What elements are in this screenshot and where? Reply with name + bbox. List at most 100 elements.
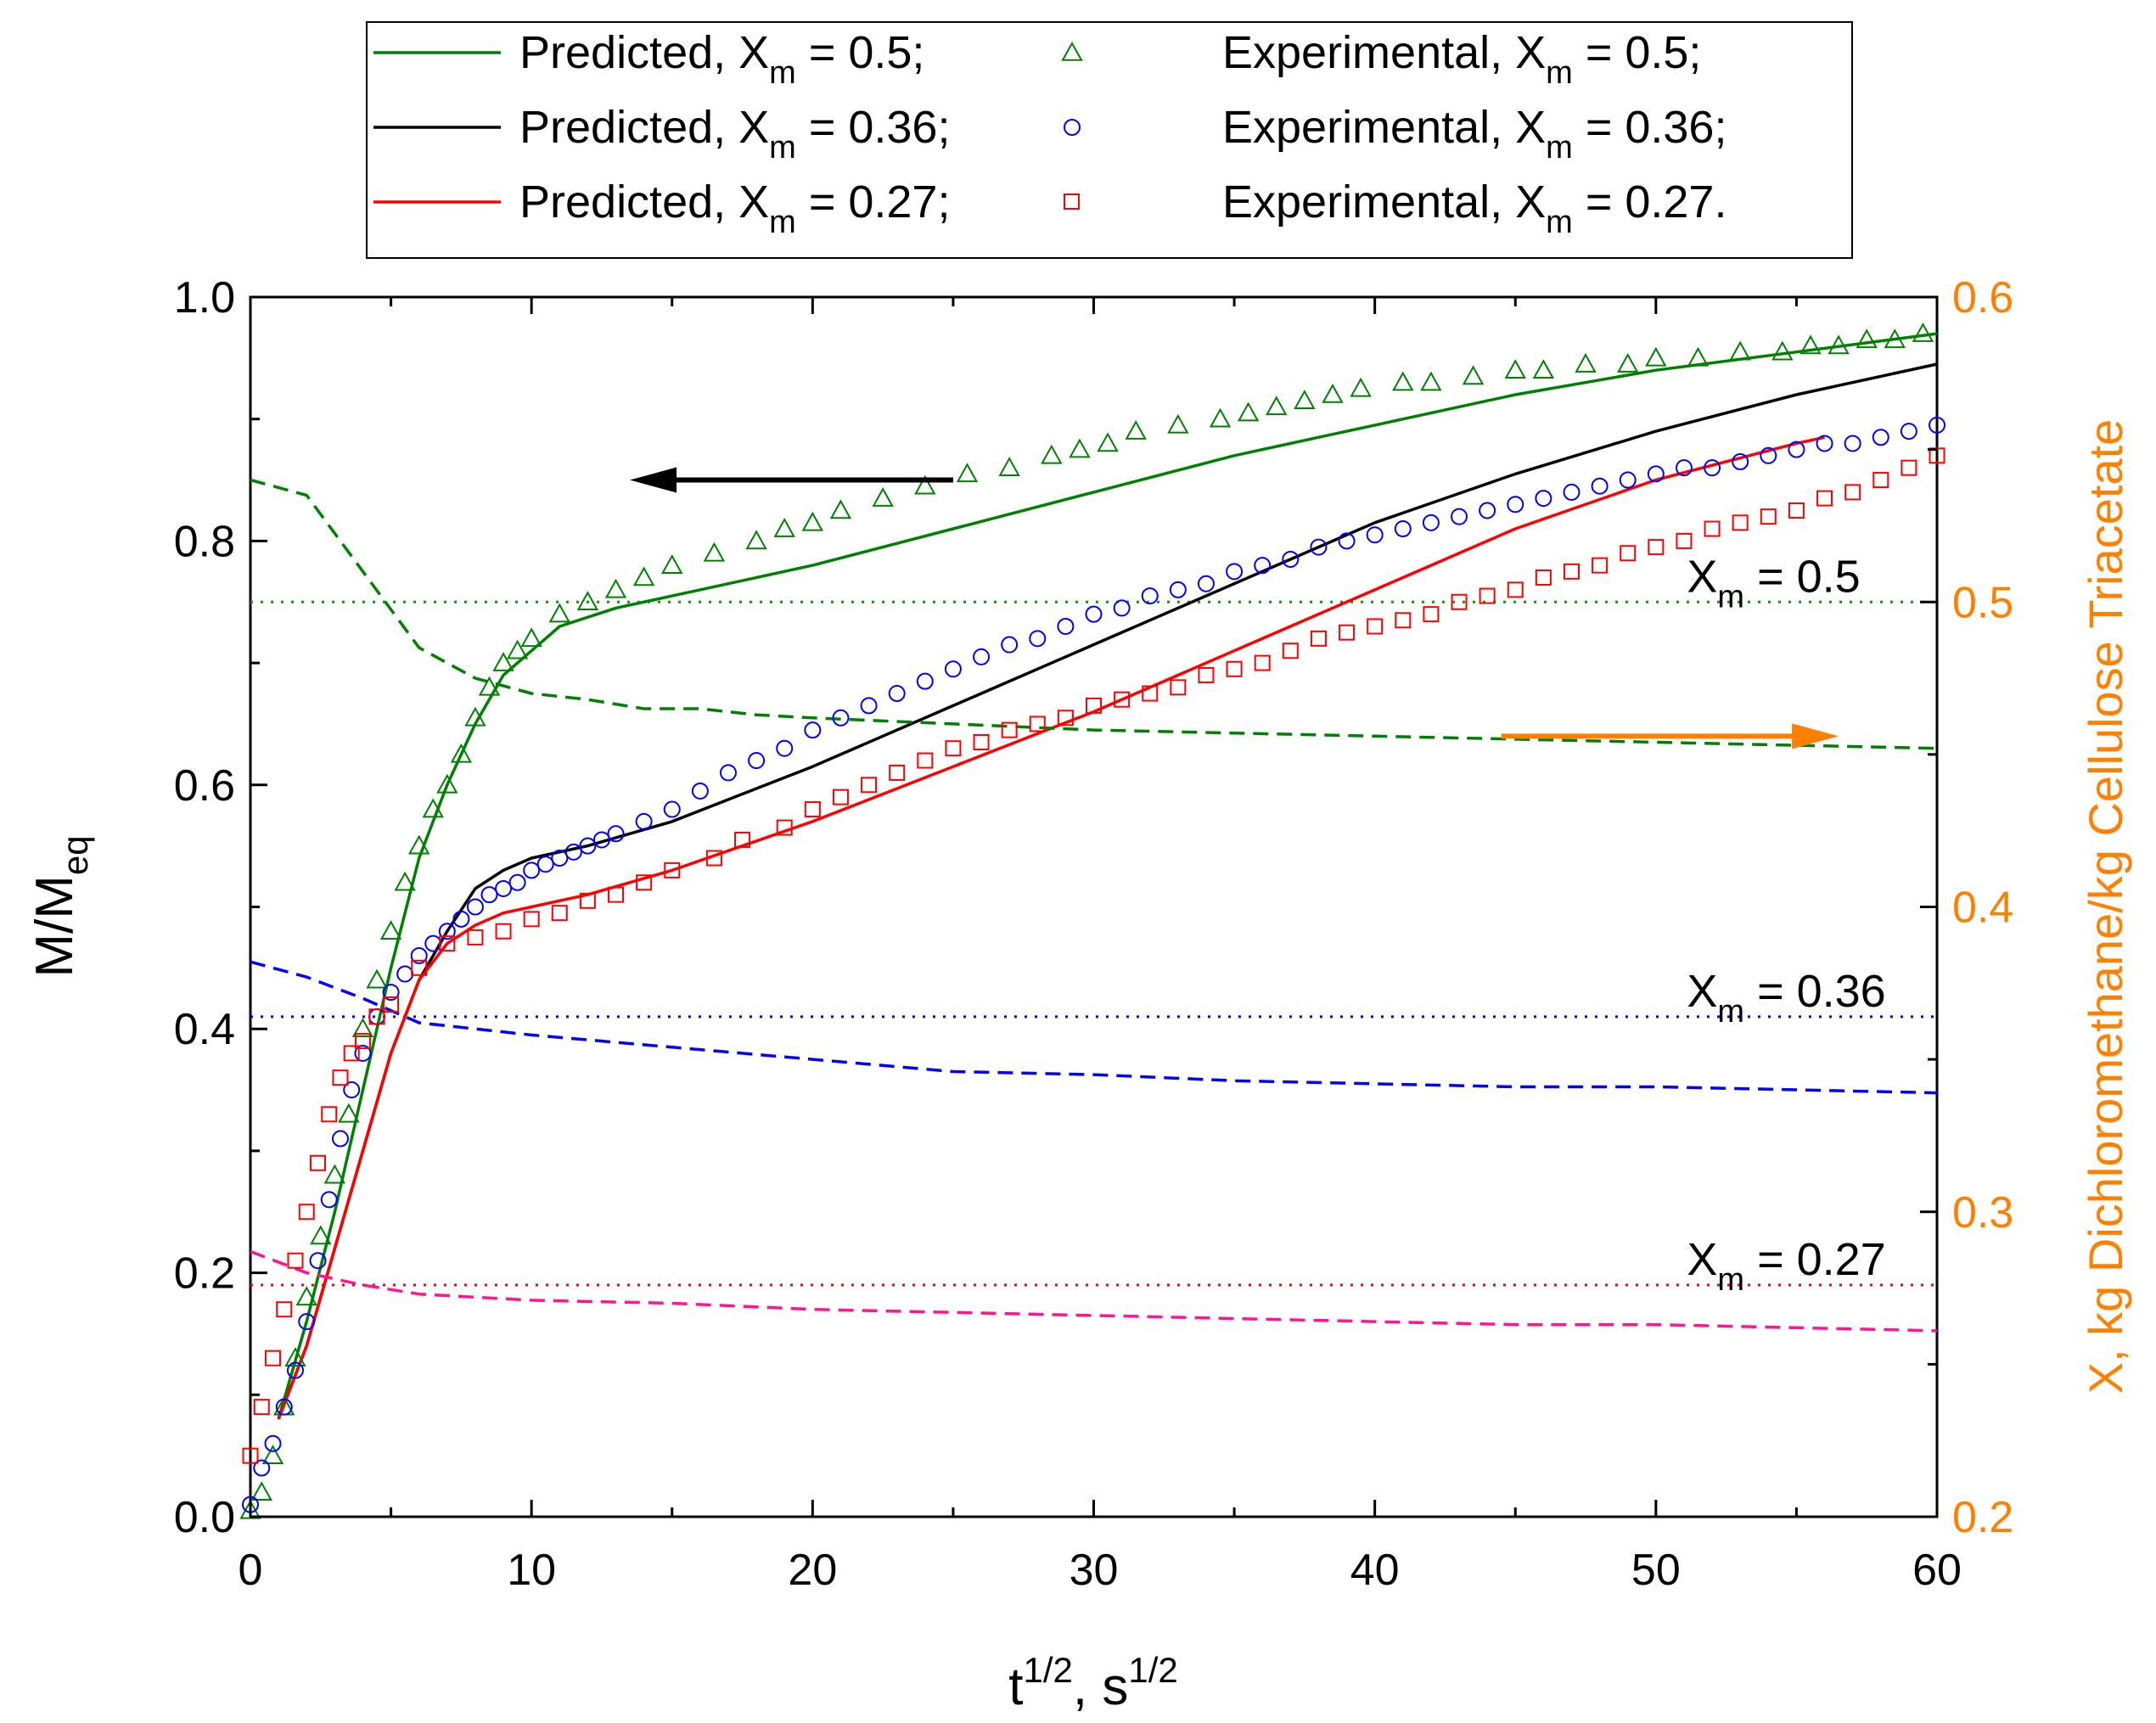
y-right-tick-label: 0.5 (1952, 578, 2013, 627)
experimental-point-square (467, 929, 484, 946)
experimental-point-triangle (1645, 346, 1667, 367)
experimental-point-triangle (872, 487, 894, 507)
experimental-point-triangle (745, 530, 767, 550)
predicted-line (277, 332, 1938, 1420)
experimental-point-circle (1254, 557, 1272, 575)
marker-layer (239, 323, 1945, 1519)
annotation-suffix: = 0.36 (1744, 966, 1886, 1017)
experimental-point-triangle (1237, 401, 1260, 422)
y-axis-label: M/Meq (25, 835, 95, 977)
experimental-point-square (832, 789, 849, 805)
experimental-point-square (264, 1350, 281, 1367)
legend-label-prefix: Predicted, X (519, 102, 769, 153)
experimental-point-square (579, 892, 596, 909)
predicted-line (277, 435, 1825, 1420)
experimental-point-triangle (338, 1103, 360, 1123)
experimental-point-circle (1844, 435, 1861, 452)
experimental-point-circle (331, 1130, 349, 1148)
legend-label-exp036: Experimental, Xm = 0.36; (1222, 102, 1726, 166)
experimental-point-square (309, 1154, 326, 1171)
tick-layer: 0 10 20 30 40 50 60 0.0 0.2 0.4 0.6 0.8 1.0 0.2 0.3 0.4… (174, 273, 2014, 1595)
annotation-prefix: X (1687, 1234, 1717, 1285)
legend-label-suffix: = 0.27; (796, 177, 951, 227)
reference-lines (250, 600, 1937, 1287)
experimental-point-circle (1282, 550, 1300, 568)
experimental-point-square (1620, 545, 1637, 562)
experimental-point-circle (1479, 502, 1496, 519)
experimental-point-circle (607, 825, 625, 843)
experimental-point-circle (944, 660, 962, 678)
experimental-point-triangle (295, 1286, 317, 1306)
experimental-point-triangle (632, 566, 655, 586)
experimental-point-circle (1619, 471, 1637, 489)
annotation-xm036: Xm = 0.36 (1687, 966, 1885, 1030)
experimental-point-square (1844, 484, 1861, 501)
experimental-point-square (332, 1069, 349, 1086)
experimental-point-triangle (464, 706, 486, 727)
x-axis-label-mid: , s (1073, 1658, 1128, 1716)
legend-label-prefix: Experimental, X (1222, 27, 1546, 78)
experimental-point-square (1029, 716, 1046, 732)
experimental-point-triangle (351, 1018, 374, 1037)
experimental-point-square (804, 801, 821, 818)
experimental-point-circle (916, 672, 934, 690)
annotation-prefix: X (1687, 551, 1717, 602)
experimental-point-circle (438, 923, 456, 940)
y-right-tick-label: 0.2 (1952, 1493, 2013, 1542)
experimental-point-circle (253, 1459, 271, 1477)
experimental-point-triangle (1041, 444, 1063, 464)
experimental-point-square (861, 777, 878, 794)
experimental-point-triangle (1462, 365, 1485, 385)
experimental-point-circle (466, 898, 484, 916)
legend-symbol-triangle (1061, 41, 1083, 61)
legend-label-prefix: Experimental, X (1222, 177, 1546, 227)
legend-symbol-square (1064, 194, 1080, 210)
experimental-point-triangle (366, 968, 388, 989)
x-axis-label-sup: 1/2 (1024, 1650, 1073, 1690)
experimental-point-triangle (1799, 334, 1822, 355)
y-right-tick-label: 0.6 (1952, 273, 2013, 323)
y-tick-label: 0.8 (174, 517, 235, 566)
experimental-point-square (1310, 630, 1327, 647)
experimental-point-triangle (703, 542, 726, 562)
experimental-point-square (1816, 490, 1833, 507)
arrow-layer (630, 467, 1839, 749)
experimental-point-square (1142, 685, 1159, 702)
experimental-point-square (287, 1252, 304, 1269)
experimental-point-square (1282, 643, 1299, 659)
experimental-point-circle (410, 946, 428, 964)
experimental-point-square (1732, 514, 1749, 531)
experimental-point-triangle (1266, 396, 1288, 416)
experimental-point-triangle (379, 920, 402, 940)
experimental-point-circle (1872, 429, 1889, 446)
experimental-point-triangle (1294, 390, 1316, 409)
experimental-point-triangle (284, 1347, 306, 1367)
experimental-point-triangle (998, 457, 1020, 476)
experimental-point-square (1086, 697, 1102, 714)
experimental-point-square (664, 862, 681, 878)
experimental-point-triangle (323, 1164, 346, 1184)
legend-label-exp027: Experimental, Xm = 0.27. (1222, 177, 1726, 240)
x-tick-label: 20 (788, 1546, 837, 1595)
experimental-point-square (1788, 502, 1805, 519)
experimental-point-square (1676, 532, 1693, 549)
legend-label-pred05: Predicted, Xm = 0.5; (519, 27, 924, 91)
annotation-sub: m (1717, 1262, 1744, 1298)
legend-label-sub: m (1546, 130, 1573, 166)
experimental-point-circle (691, 782, 709, 800)
experimental-point-square (1339, 624, 1356, 641)
experimental-point-square (439, 935, 456, 952)
y-tick-label: 0.0 (174, 1493, 235, 1542)
legend-box (366, 21, 1853, 259)
experimental-point-circle (536, 856, 554, 873)
annotation-prefix: X (1687, 966, 1717, 1017)
experimental-point-square (1704, 520, 1721, 537)
experimental-point-circle (1816, 435, 1833, 452)
experimental-point-square (1507, 581, 1524, 598)
experimental-point-circle (1788, 441, 1805, 458)
legend-label-prefix: Predicted, X (519, 177, 769, 227)
experimental-point-square (551, 905, 568, 922)
experimental-point-circle (592, 831, 610, 849)
x-tick-label: 10 (507, 1546, 556, 1595)
